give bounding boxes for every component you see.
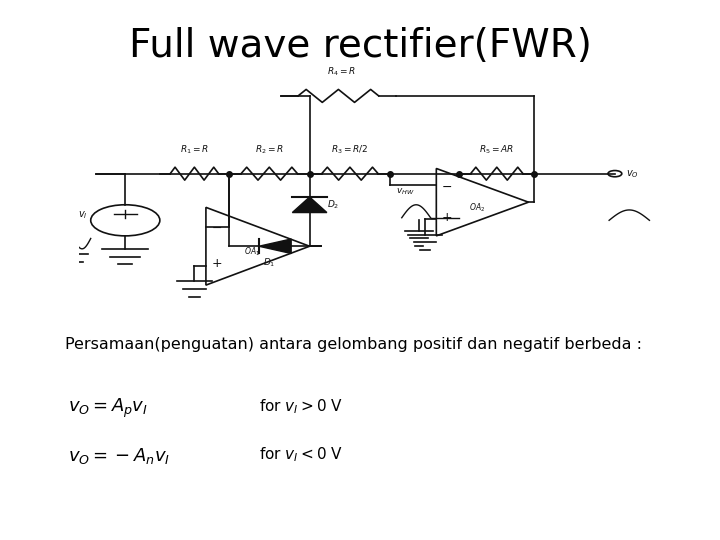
Text: $R_5 = AR$: $R_5 = AR$	[480, 143, 514, 156]
Polygon shape	[259, 239, 291, 253]
Text: $D_1$: $D_1$	[263, 256, 276, 269]
Text: $R_2 = R$: $R_2 = R$	[255, 143, 284, 156]
Polygon shape	[292, 197, 327, 213]
Text: −: −	[212, 222, 222, 235]
Text: for $v_I < 0$ V: for $v_I < 0$ V	[259, 446, 343, 464]
Text: $v_O = -A_n v_I$: $v_O = -A_n v_I$	[68, 446, 171, 465]
Text: +: +	[442, 211, 453, 224]
Text: for $v_I > 0$ V: for $v_I > 0$ V	[259, 397, 343, 416]
Text: −: −	[442, 180, 453, 193]
Text: Persamaan(penguatan) antara gelombang positif dan negatif berbeda :: Persamaan(penguatan) antara gelombang po…	[65, 338, 642, 353]
Text: $v_I$: $v_I$	[78, 209, 88, 221]
Text: +: +	[212, 257, 222, 270]
Text: $R_3 = R/2$: $R_3 = R/2$	[331, 143, 369, 156]
Text: $R_4 = R$: $R_4 = R$	[327, 65, 356, 78]
Text: $v_O = A_p v_I$: $v_O = A_p v_I$	[68, 397, 148, 420]
Text: $OA_2$: $OA_2$	[469, 201, 485, 214]
Text: $v_O$: $v_O$	[626, 168, 639, 180]
Text: $D_2$: $D_2$	[327, 199, 339, 211]
Text: $R_1 = R$: $R_1 = R$	[180, 143, 209, 156]
Text: $OA_1$: $OA_1$	[244, 245, 260, 258]
Text: $v_{HW}$: $v_{HW}$	[396, 187, 415, 197]
Text: Full wave rectifier(FWR): Full wave rectifier(FWR)	[129, 27, 591, 65]
